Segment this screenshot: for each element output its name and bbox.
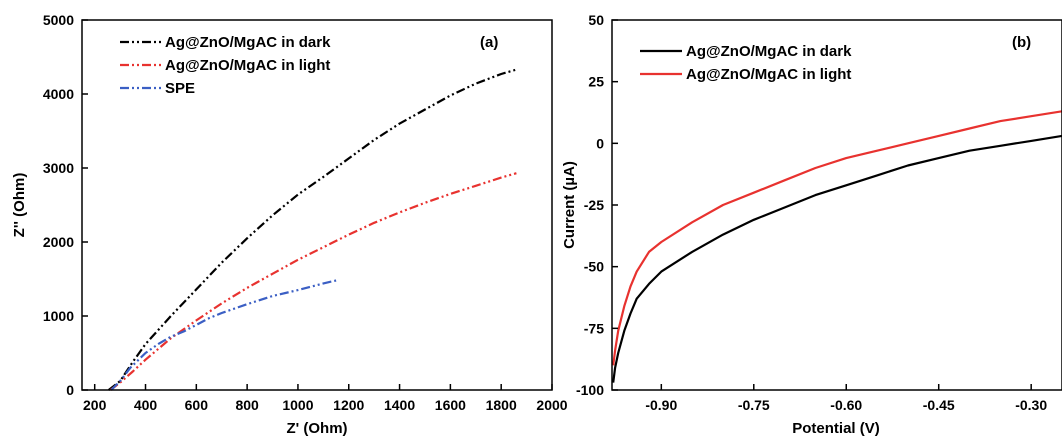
panel-b-ticks: -0.90 -0.75 -0.60 -0.45 -0.30 -100 -75 -50 -25 0 2… <box>576 12 1047 413</box>
x-tick-label-a-0: 200 <box>83 397 107 413</box>
panel-a-ticks: 200 400 600 800 1000 1200 1400 1600 1800 2000 0 100… <box>43 12 568 413</box>
legend-item-dark-b: Ag@ZnO/MgAC in dark <box>640 43 852 60</box>
panel-a: 200 400 600 800 1000 1200 1400 1600 1800 2000 0 100… <box>11 12 568 437</box>
panel-a-y-axis-title: Z'' (Ohm) <box>11 173 28 238</box>
x-tick-label-a-4: 1000 <box>282 397 313 413</box>
legend-label-spe-a: SPE <box>165 80 195 97</box>
y-tick-label-b-4: 0 <box>596 135 604 151</box>
series-line-b-1 <box>612 110 1062 366</box>
x-tick-label-a-9: 2000 <box>536 397 567 413</box>
panel-b-x-axis-title: Potential (V) <box>792 420 880 437</box>
panel-a-series-group <box>108 68 517 391</box>
y-tick-label-b-3: -25 <box>584 197 604 213</box>
legend-item-spe-a: SPE <box>120 80 195 97</box>
y-tick-label-a-0: 0 <box>66 382 74 398</box>
x-tick-label-a-2: 600 <box>185 397 209 413</box>
x-tick-label-b-3: -0.45 <box>923 397 955 413</box>
y-tick-label-a-5: 5000 <box>43 12 74 28</box>
panel-b-y-axis-title: Current (µA) <box>561 161 578 249</box>
x-tick-label-b-0: -0.90 <box>645 397 677 413</box>
panel-a-plot-frame <box>81 19 553 391</box>
legend-label-light-a: Ag@ZnO/MgAC in light <box>165 57 330 74</box>
panel-a-legend: Ag@ZnO/MgAC in dark Ag@ZnO/MgAC in light… <box>120 34 331 97</box>
legend-item-light-b: Ag@ZnO/MgAC in light <box>640 66 851 83</box>
legend-label-dark-b: Ag@ZnO/MgAC in dark <box>686 43 852 60</box>
series-line-b-0 <box>612 134 1062 383</box>
y-tick-label-b-5: 25 <box>588 74 604 90</box>
y-tick-label-b-0: -100 <box>576 382 604 398</box>
y-tick-label-b-1: -75 <box>584 320 604 336</box>
panel-a-x-axis-title: Z' (Ohm) <box>286 420 347 437</box>
x-tick-label-a-1: 400 <box>134 397 158 413</box>
legend-item-light-a: Ag@ZnO/MgAC in light <box>120 57 330 74</box>
legend-label-dark-a: Ag@ZnO/MgAC in dark <box>165 34 331 51</box>
x-tick-label-a-7: 1600 <box>435 397 466 413</box>
x-tick-label-a-8: 1800 <box>486 397 517 413</box>
panel-b-legend: Ag@ZnO/MgAC in dark Ag@ZnO/MgAC in light <box>640 43 852 83</box>
y-tick-label-a-1: 1000 <box>43 308 74 324</box>
series-line-a-2 <box>110 279 337 391</box>
x-tick-label-a-3: 800 <box>235 397 259 413</box>
x-tick-label-b-4: -0.30 <box>1015 397 1047 413</box>
panel-b-series-group <box>612 110 1062 383</box>
series-line-a-0 <box>108 68 517 391</box>
panel-b: -0.90 -0.75 -0.60 -0.45 -0.30 -100 -75 -50 -25 0 2… <box>561 12 1062 437</box>
y-tick-label-a-2: 2000 <box>43 234 74 250</box>
panel-b-label: (b) <box>1012 34 1031 51</box>
y-tick-label-a-4: 4000 <box>43 86 74 102</box>
y-tick-label-b-6: 50 <box>588 12 604 28</box>
x-tick-label-a-5: 1200 <box>333 397 364 413</box>
x-tick-label-b-1: -0.75 <box>738 397 770 413</box>
legend-label-light-b: Ag@ZnO/MgAC in light <box>686 66 851 83</box>
y-tick-label-b-2: -50 <box>584 259 604 275</box>
legend-item-dark-a: Ag@ZnO/MgAC in dark <box>120 34 331 51</box>
series-line-a-1 <box>109 172 517 391</box>
y-tick-label-a-3: 3000 <box>43 160 74 176</box>
x-tick-label-a-6: 1400 <box>384 397 415 413</box>
x-tick-label-b-2: -0.60 <box>830 397 862 413</box>
panel-a-label: (a) <box>480 34 498 51</box>
